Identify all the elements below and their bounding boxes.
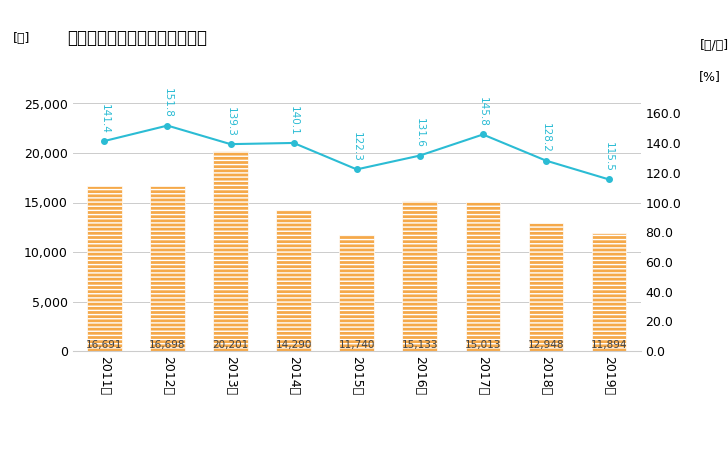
- Text: [%]: [%]: [699, 70, 721, 83]
- Text: 140.1: 140.1: [288, 106, 298, 135]
- Text: 15,133: 15,133: [402, 339, 438, 350]
- Text: 145.8: 145.8: [478, 97, 488, 127]
- Text: 141.4: 141.4: [99, 104, 109, 134]
- Text: 20,201: 20,201: [213, 339, 249, 350]
- Bar: [339, 235, 374, 351]
- Text: 131.6: 131.6: [415, 118, 425, 148]
- Y-axis label: [㎡/棟]: [㎡/棟]: [700, 39, 728, 52]
- Bar: [403, 201, 437, 351]
- Bar: [277, 210, 311, 351]
- Bar: [213, 151, 248, 351]
- Text: 128.2: 128.2: [541, 123, 551, 153]
- Text: 16,698: 16,698: [149, 339, 186, 350]
- Text: 122.3: 122.3: [352, 132, 362, 162]
- Bar: [87, 186, 122, 351]
- Bar: [529, 223, 563, 351]
- Text: 12,948: 12,948: [528, 339, 564, 350]
- Bar: [466, 202, 500, 351]
- Text: 14,290: 14,290: [275, 339, 312, 350]
- Text: 15,013: 15,013: [464, 339, 501, 350]
- Text: 16,691: 16,691: [86, 339, 122, 350]
- Text: 11,740: 11,740: [339, 339, 375, 350]
- Y-axis label: [㎡]: [㎡]: [13, 32, 31, 45]
- Text: 151.8: 151.8: [162, 88, 173, 118]
- Text: 木造建築物の床面積合計の推移: 木造建築物の床面積合計の推移: [67, 29, 207, 47]
- Text: 139.3: 139.3: [226, 107, 236, 137]
- Bar: [592, 233, 627, 351]
- Bar: [150, 186, 185, 351]
- Text: 115.5: 115.5: [604, 142, 614, 172]
- Text: 11,894: 11,894: [591, 339, 628, 350]
